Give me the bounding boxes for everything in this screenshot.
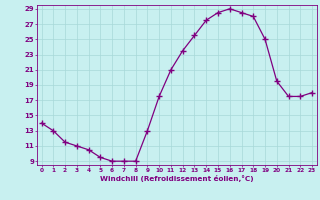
X-axis label: Windchill (Refroidissement éolien,°C): Windchill (Refroidissement éolien,°C)	[100, 175, 254, 182]
